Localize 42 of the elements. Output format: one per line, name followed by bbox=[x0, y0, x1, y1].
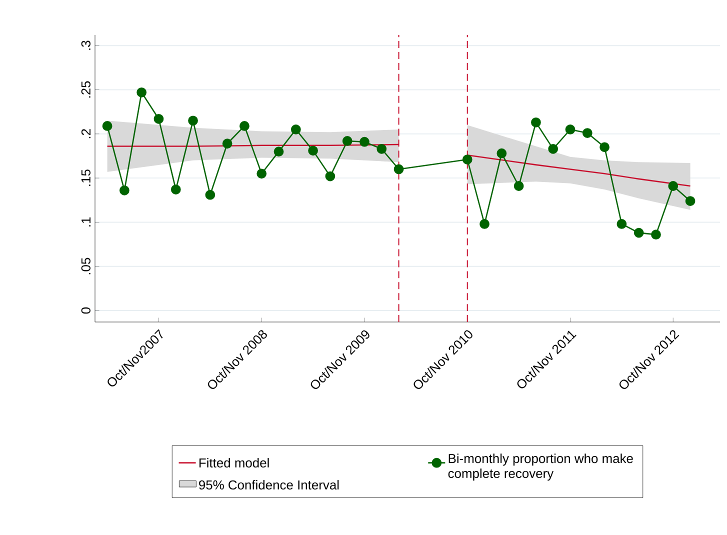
point bbox=[290, 124, 301, 134]
y-tick-label: .2 bbox=[81, 129, 90, 138]
legend-label: Bi-monthly proportion who make complete recovery bbox=[448, 454, 633, 481]
point bbox=[600, 142, 610, 152]
point bbox=[616, 219, 627, 229]
y-tick-label: 0 bbox=[81, 307, 90, 314]
point bbox=[462, 154, 472, 164]
point bbox=[394, 164, 404, 174]
point bbox=[154, 114, 164, 124]
y-tick-label: .1 bbox=[82, 217, 90, 226]
point bbox=[360, 136, 370, 147]
point bbox=[136, 87, 147, 98]
point bbox=[119, 185, 130, 196]
y-tick-label: .3 bbox=[81, 40, 90, 50]
point bbox=[188, 116, 198, 126]
point bbox=[222, 138, 232, 149]
point bbox=[531, 117, 541, 128]
point bbox=[565, 124, 576, 134]
text: 95% Confidence Interval bbox=[199, 480, 339, 490]
point bbox=[376, 144, 387, 154]
point bbox=[480, 219, 490, 229]
point bbox=[256, 168, 267, 179]
point bbox=[548, 144, 558, 154]
point bbox=[325, 171, 336, 182]
point bbox=[651, 230, 661, 240]
point bbox=[668, 181, 678, 191]
point bbox=[685, 196, 696, 206]
point bbox=[634, 228, 644, 238]
point bbox=[308, 146, 318, 156]
point bbox=[205, 190, 216, 200]
point bbox=[170, 184, 181, 194]
point bbox=[514, 181, 524, 191]
y-tick-label: .05 bbox=[81, 258, 90, 274]
point bbox=[582, 128, 592, 138]
point bbox=[496, 148, 507, 158]
point bbox=[102, 121, 112, 131]
point bbox=[342, 136, 352, 146]
y-tick-label: .25 bbox=[81, 81, 90, 98]
point bbox=[240, 121, 250, 131]
y-tick-label: .15 bbox=[81, 170, 90, 186]
point bbox=[274, 146, 284, 157]
legend-label: Fitted model bbox=[199, 458, 269, 468]
